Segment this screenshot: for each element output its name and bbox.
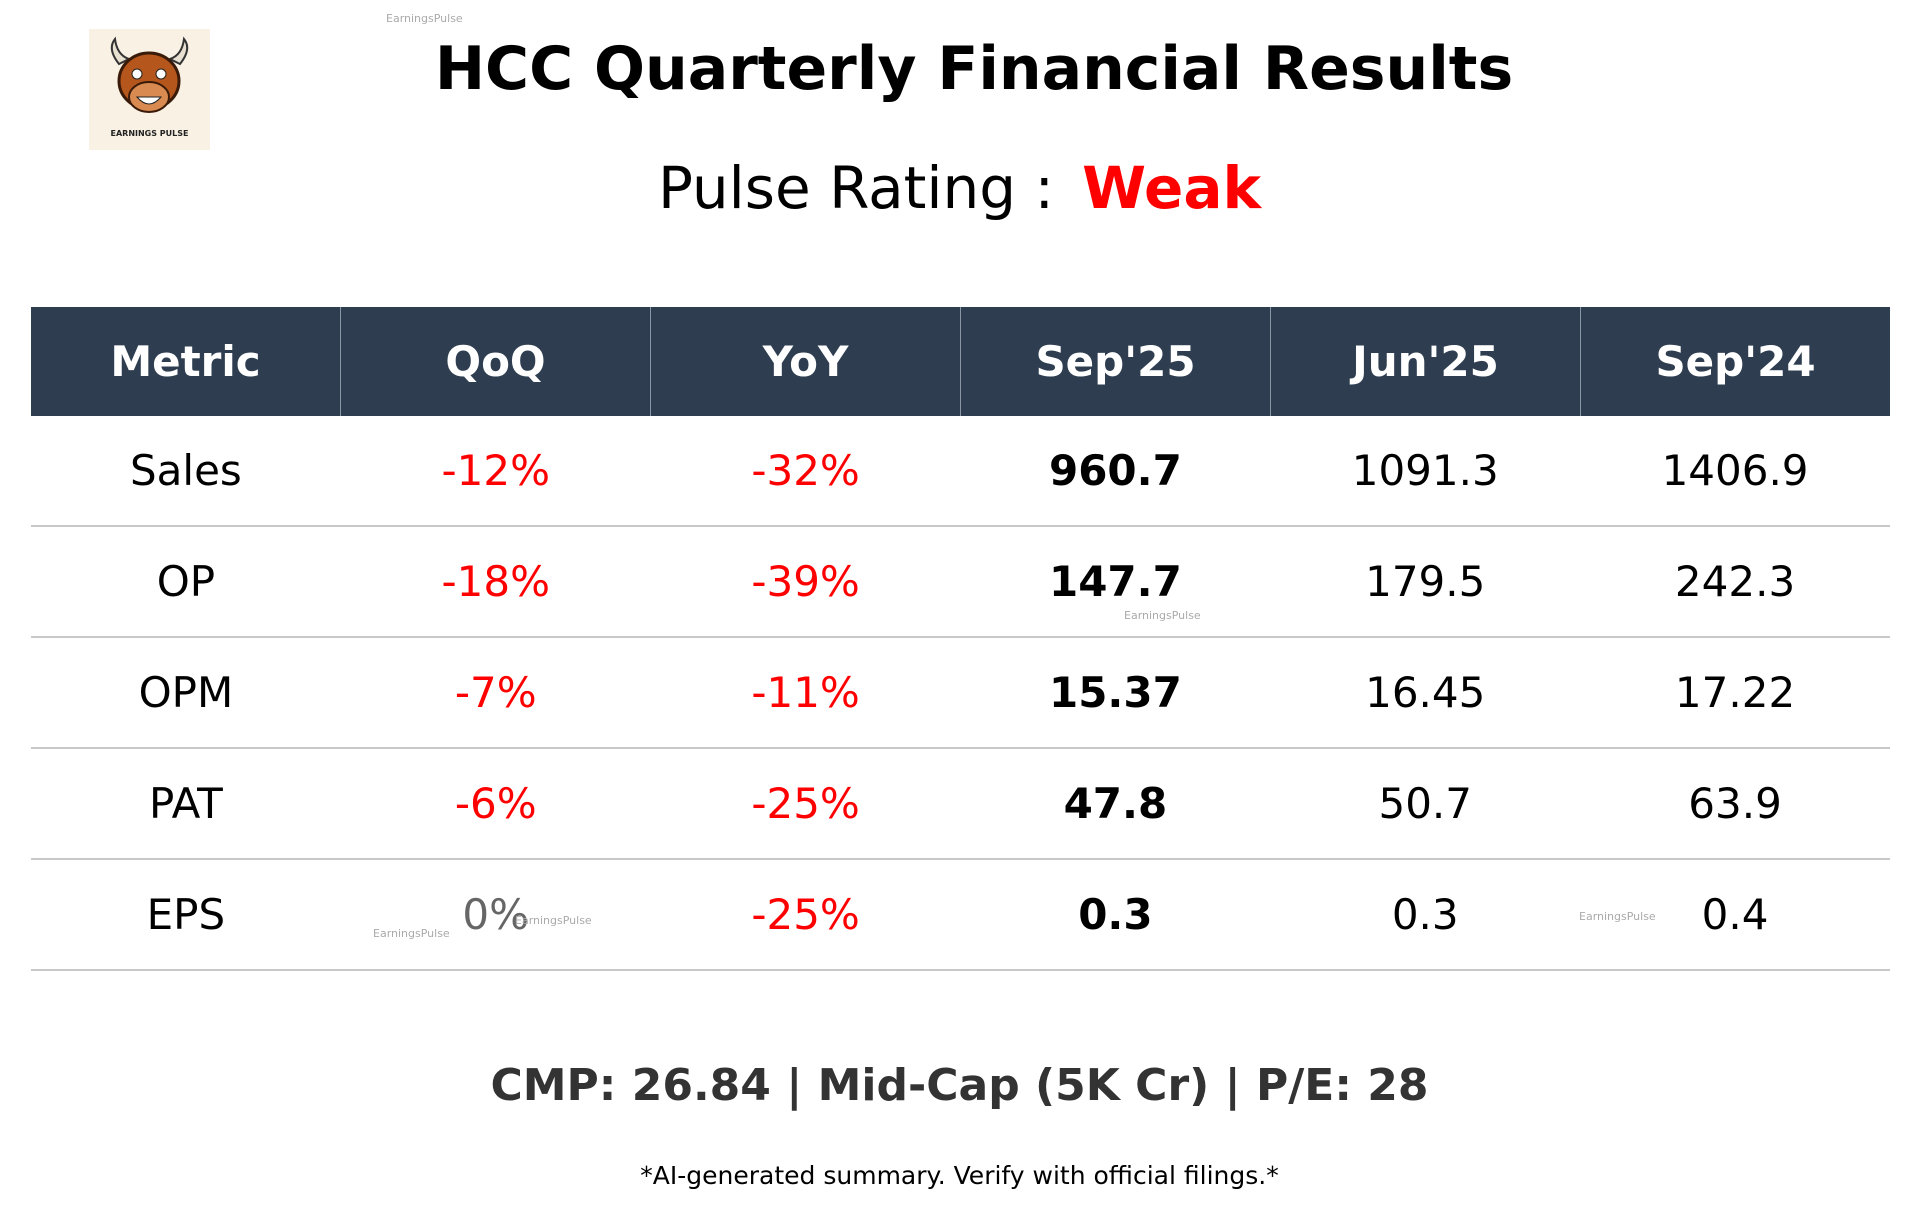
table-row: EPS 0% -25% 0.3 0.3 0.4	[31, 860, 1890, 971]
table-cell: 1091.3	[1351, 446, 1499, 495]
table-cell: EPS	[146, 890, 226, 939]
watermark: EarningsPulse	[1124, 609, 1201, 622]
table-cell: 15.37	[1048, 668, 1182, 717]
table-cell: 63.9	[1688, 779, 1782, 828]
table-row: Sales -12% -32% 960.7 1091.3 1406.9	[31, 416, 1890, 527]
table-cell: OP	[156, 557, 216, 606]
table-cell: -25%	[751, 890, 860, 939]
results-table: Metric QoQ YoY Sep'25 Jun'25 Sep'24 Sales -12% -…	[31, 307, 1890, 971]
table-cell: PAT	[149, 779, 223, 828]
table-cell: -7%	[454, 668, 537, 717]
column-header: QoQ	[340, 307, 650, 416]
logo: EARNINGS PULSE	[89, 29, 210, 150]
watermark: EarningsPulse	[386, 12, 463, 25]
title: HCC Quarterly Financial Results	[434, 34, 1514, 104]
rating-line: Pulse Rating : Weak	[0, 154, 1919, 222]
table-cell: -11%	[751, 668, 860, 717]
logo-text: EARNINGS PULSE	[110, 129, 189, 138]
table-cell: 0.3	[1391, 890, 1459, 939]
disclaimer: *AI-generated summary. Verify with offic…	[640, 1161, 1279, 1190]
table-cell: 50.7	[1378, 779, 1472, 828]
table-cell: -12%	[441, 446, 550, 495]
watermark: EarningsPulse	[1579, 910, 1656, 923]
table-cell: -25%	[751, 779, 860, 828]
table-cell: 960.7	[1048, 446, 1182, 495]
column-header: YoY	[650, 307, 960, 416]
table-cell: -39%	[751, 557, 860, 606]
table-cell: 17.22	[1674, 668, 1796, 717]
table-cell: 242.3	[1674, 557, 1796, 606]
table-row: OPM -7% -11% 15.37 16.45 17.22	[31, 638, 1890, 749]
column-header: Metric	[110, 337, 261, 386]
column-header: Sep'25	[960, 307, 1270, 416]
table-cell: 0.3	[1078, 890, 1153, 939]
table-cell: 47.8	[1063, 779, 1168, 828]
table-cell: Sales	[130, 446, 242, 495]
table-cell: 0.4	[1701, 890, 1769, 939]
watermark: EarningsPulse	[515, 914, 592, 927]
rating-label: Pulse Rating :	[657, 154, 1055, 222]
watermark: EarningsPulse	[373, 927, 450, 940]
table-cell: -32%	[751, 446, 860, 495]
table-cell: 147.7	[1048, 557, 1182, 606]
table-cell: -18%	[441, 557, 550, 606]
table-cell: 0%	[462, 890, 530, 939]
table-cell: 1406.9	[1661, 446, 1809, 495]
table-row: OP -18% -39% 147.7 179.5 242.3	[31, 527, 1890, 638]
table-row: PAT -6% -25% 47.8 50.7 63.9	[31, 749, 1890, 860]
header-row: Metric QoQ YoY Sep'25 Jun'25 Sep'24	[31, 307, 1890, 416]
column-header: Sep'24	[1580, 307, 1890, 416]
summary: CMP: 26.84 | Mid-Cap (5K Cr) | P/E: 28	[490, 1060, 1429, 1111]
table-cell: OPM	[138, 668, 234, 717]
column-header: Jun'25	[1270, 307, 1580, 416]
logo-icon	[110, 36, 189, 113]
table-cell: 179.5	[1365, 557, 1486, 606]
table-cell: 16.45	[1365, 668, 1486, 717]
table-cell: -6%	[454, 779, 537, 828]
rating-value: Weak	[1082, 154, 1262, 222]
